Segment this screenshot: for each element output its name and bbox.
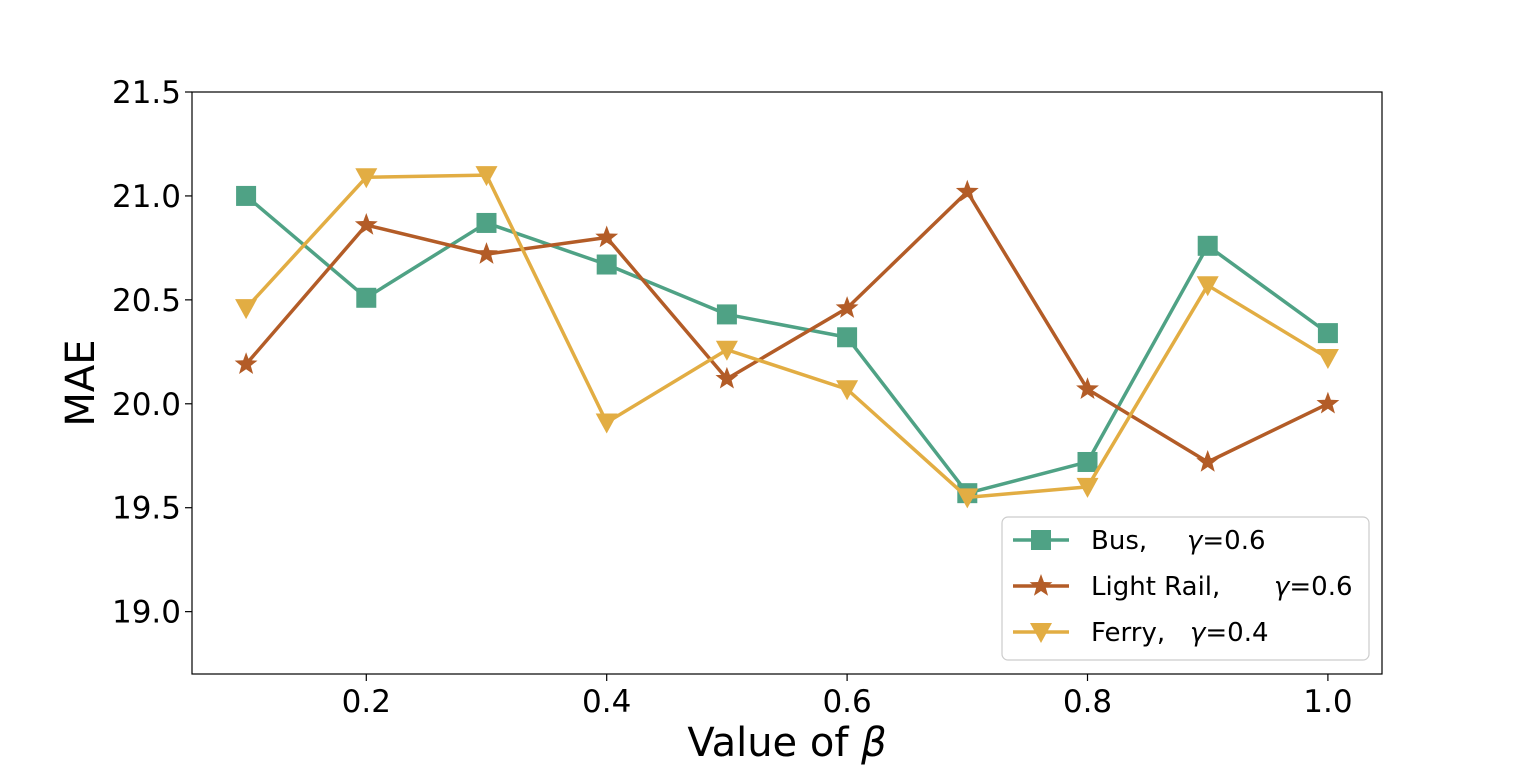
x-axis-label-prefix: Value of <box>687 720 861 766</box>
y-tick-label: 19.0 <box>112 595 181 631</box>
data-point-ferry <box>475 166 498 187</box>
series-layer <box>234 166 1340 509</box>
y-tick-label: 20.0 <box>112 387 181 423</box>
data-point-ferry <box>1076 477 1099 498</box>
data-point-light-rail <box>1196 449 1220 472</box>
data-point-bus <box>1317 323 1338 344</box>
legend-param-ferry: γ=0.4 <box>1190 618 1269 648</box>
legend-frame <box>1001 516 1370 661</box>
data-point-light-rail <box>475 242 498 264</box>
y-tick-label: 19.5 <box>112 491 181 527</box>
y-tick-label: 21.0 <box>112 179 181 215</box>
data-point-light-rail <box>715 366 739 389</box>
y-tick-label: 20.5 <box>112 283 181 319</box>
series-bus <box>236 185 1338 504</box>
legend-marker-bus <box>1031 530 1051 550</box>
data-point-ferry <box>1316 349 1339 370</box>
legend-marker-light-rail <box>1029 574 1053 596</box>
legend-param-light-rail: γ=0.6 <box>1274 572 1353 602</box>
series-line-bus <box>244 194 1330 495</box>
legend-param-bus: γ=0.6 <box>1187 526 1266 556</box>
y-axis-label: MAE <box>58 339 104 426</box>
legend: Bus, γ=0.6 Light Rail, γ=0.6 Ferry, γ=0.4 <box>1001 516 1370 661</box>
x-tick-label: 0.2 <box>342 684 391 720</box>
data-point-bus <box>716 304 737 325</box>
x-tick-label: 1.0 <box>1303 684 1352 720</box>
series-line-light-rail <box>244 190 1330 464</box>
data-point-ferry <box>1196 276 1219 297</box>
y-axis-ticks: 19.0 19.5 20.0 20.5 21.0 21.5 <box>112 75 192 631</box>
legend-items: Bus, γ=0.6 Light Rail, γ=0.6 Ferry, γ=0.4 <box>1013 526 1353 648</box>
axes: 0.2 0.4 0.6 0.8 1.0 19.0 19.5 20.0 20.5 21.0 21.5 <box>112 75 1383 720</box>
data-point-ferry <box>355 168 378 189</box>
data-point-light-rail <box>955 179 979 202</box>
data-point-bus <box>1077 451 1098 472</box>
series-light-rail <box>234 179 1340 472</box>
legend-entry-bus: Bus, γ=0.6 <box>1013 526 1266 556</box>
data-point-ferry <box>715 340 738 361</box>
series-line-ferry <box>244 173 1330 500</box>
legend-label-ferry: Ferry, <box>1091 618 1165 648</box>
data-point-light-rail <box>354 213 378 235</box>
data-point-ferry <box>956 488 979 509</box>
data-point-light-rail <box>595 225 619 248</box>
data-point-ferry <box>595 413 618 434</box>
legend-entry-ferry: Ferry, γ=0.4 <box>1013 618 1269 648</box>
series-ferry <box>235 166 1339 509</box>
data-point-bus <box>356 287 377 308</box>
legend-entry-light-rail: Light Rail, γ=0.6 <box>1013 572 1353 602</box>
x-tick-label: 0.4 <box>582 684 631 720</box>
legend-label-light-rail: Light Rail, <box>1091 572 1220 602</box>
data-point-bus <box>1197 235 1218 256</box>
legend-label-bus: Bus, <box>1091 526 1147 556</box>
data-point-bus <box>236 185 257 206</box>
x-tick-label: 0.6 <box>822 684 871 720</box>
data-point-light-rail <box>1076 377 1099 399</box>
x-axis-ticks: 0.2 0.4 0.6 0.8 1.0 <box>342 674 1353 720</box>
data-point-bus <box>596 254 617 275</box>
data-point-ferry <box>235 299 258 320</box>
x-tick-label: 0.8 <box>1063 684 1112 720</box>
data-point-light-rail <box>1316 391 1340 414</box>
data-point-bus <box>476 212 497 233</box>
x-axis-label-symbol: β <box>860 720 887 766</box>
data-point-light-rail <box>234 352 258 374</box>
y-tick-label: 21.5 <box>112 75 181 111</box>
legend-marker-ferry <box>1030 623 1052 643</box>
data-point-bus <box>837 327 858 348</box>
data-point-ferry <box>836 380 859 401</box>
data-point-light-rail <box>835 296 859 318</box>
x-axis-label: Value of β <box>687 720 886 766</box>
